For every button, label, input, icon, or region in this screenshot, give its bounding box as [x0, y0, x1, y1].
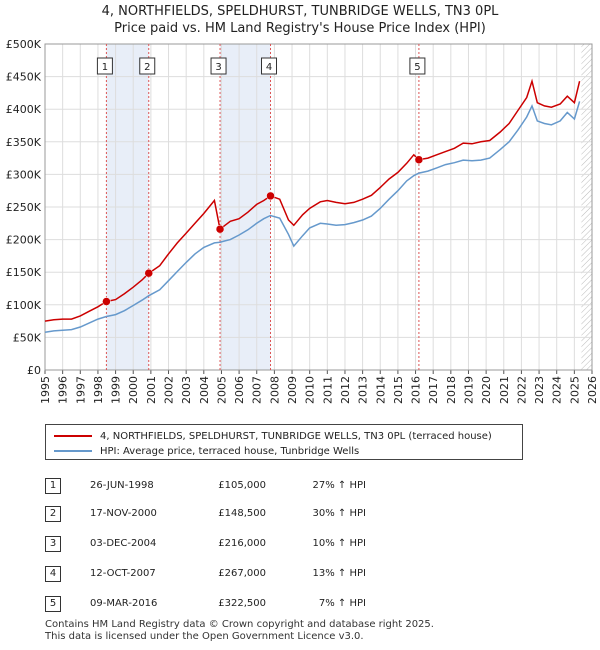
- legend-label-property: 4, NORTHFIELDS, SPELDHURST, TUNBRIDGE WE…: [100, 430, 492, 442]
- x-tick-label: 2018: [445, 376, 458, 404]
- transaction-date: 12-OCT-2007: [90, 568, 156, 579]
- y-tick-label: £350K: [6, 136, 42, 149]
- x-tick-label: 2004: [198, 376, 211, 404]
- x-tick-label: 2015: [392, 376, 405, 404]
- sale-point: [215, 224, 225, 234]
- footer-licence: This data is licensed under the Open Gov…: [45, 631, 364, 642]
- x-tick-label: 2007: [251, 376, 264, 404]
- sale-number-label: 2: [144, 62, 150, 73]
- y-tick-label: £150K: [6, 266, 42, 279]
- x-tick-label: 2014: [374, 376, 387, 404]
- transaction-date: 26-JUN-1998: [90, 480, 154, 491]
- sale-number-label: 5: [414, 62, 420, 73]
- table-row: 5 09-MAR-2016 £322,500 7% ↑ HPI: [45, 596, 445, 612]
- y-tick-label: £450K: [6, 71, 42, 84]
- sale-number-box: [96, 57, 113, 75]
- transaction-hpi: 10% ↑ HPI: [312, 538, 366, 549]
- y-tick-label: £0: [27, 364, 41, 377]
- x-tick-label: 2026: [586, 376, 599, 404]
- transaction-hpi: 13% ↑ HPI: [312, 568, 366, 579]
- x-tick-label: 2011: [321, 376, 334, 404]
- x-tick-label: 2013: [357, 376, 370, 404]
- x-tick-label: 2006: [233, 376, 246, 404]
- sale-point: [414, 155, 424, 164]
- transaction-number: 4: [45, 566, 61, 582]
- x-tick-label: 2000: [127, 376, 140, 404]
- transaction-date: 09-MAR-2016: [90, 598, 158, 609]
- x-tick-label: 2008: [268, 376, 281, 404]
- series-line-property: [44, 78, 581, 322]
- price-chart: 1 2 3 4 5 £0 £50K £100K £150K £200K £250K £300K £35…: [6, 38, 599, 404]
- x-tick-label: 1995: [39, 376, 52, 404]
- x-tick-label: 2001: [145, 376, 158, 404]
- sale-number-box: [210, 57, 227, 75]
- x-tick-label: 2016: [410, 376, 423, 404]
- x-tick-label: 2003: [180, 376, 193, 404]
- sale-number-label: 4: [266, 62, 272, 73]
- table-row: 3 03-DEC-2004 £216,000 10% ↑ HPI: [45, 536, 445, 552]
- transaction-number: 2: [45, 506, 61, 522]
- footer-copyright: Contains HM Land Registry data © Crown c…: [45, 619, 434, 630]
- y-tick-label: £250K: [6, 201, 42, 214]
- y-tick-label: £200K: [6, 234, 42, 247]
- transaction-price: £267,000: [218, 568, 266, 579]
- y-tick-label: £300K: [6, 168, 42, 181]
- transaction-number: 1: [45, 478, 61, 494]
- transaction-price: £322,500: [218, 598, 266, 609]
- sale-point: [266, 191, 275, 201]
- transaction-number: 3: [45, 536, 61, 552]
- plot-border: [44, 43, 593, 371]
- table-row: 1 26-JUN-1998 £105,000 27% ↑ HPI: [45, 478, 445, 494]
- transaction-hpi: 7% ↑ HPI: [318, 598, 366, 609]
- legend: 4, NORTHFIELDS, SPELDHURST, TUNBRIDGE WE…: [45, 424, 523, 460]
- x-tick-label: 2020: [480, 376, 493, 404]
- y-tick-label: £50K: [13, 331, 42, 344]
- x-tick-label: 2024: [551, 376, 564, 404]
- x-tick-label: 2005: [215, 376, 228, 404]
- x-tick-label: 2012: [339, 376, 352, 404]
- series-line-hpi: [44, 101, 581, 333]
- x-tick-label: 1996: [57, 376, 70, 404]
- legend-label-hpi: HPI: Average price, terraced house, Tunb…: [100, 445, 360, 457]
- transaction-price: £148,500: [218, 508, 266, 519]
- transaction-date: 03-DEC-2004: [90, 538, 157, 549]
- table-row: 2 17-NOV-2000 £148,500 30% ↑ HPI: [45, 506, 445, 522]
- chart-title: 4, NORTHFIELDS, SPELDHURST, TUNBRIDGE WE…: [101, 4, 499, 19]
- y-tick-label: £100K: [6, 299, 42, 312]
- x-tick-label: 1999: [110, 376, 123, 404]
- footer: Contains HM Land Registry data © Crown c…: [45, 619, 434, 643]
- x-tick-label: 2010: [304, 376, 317, 404]
- sale-number-label: 1: [102, 62, 108, 73]
- y-tick-label: £400K: [6, 103, 42, 116]
- legend-item-hpi: HPI: Average price, terraced house, Tunb…: [54, 444, 359, 458]
- legend-item-property: 4, NORTHFIELDS, SPELDHURST, TUNBRIDGE WE…: [54, 429, 492, 443]
- y-tick-label: £500K: [6, 38, 42, 51]
- x-tick-label: 2009: [286, 376, 299, 404]
- transaction-price: £216,000: [218, 538, 266, 549]
- table-row: 4 12-OCT-2007 £267,000 13% ↑ HPI: [45, 566, 445, 582]
- x-tick-label: 2022: [515, 376, 528, 404]
- x-tick-label: 1997: [74, 376, 87, 404]
- transaction-hpi: 27% ↑ HPI: [312, 480, 366, 491]
- transaction-date: 17-NOV-2000: [90, 508, 157, 519]
- x-tick-label: 2017: [427, 376, 440, 404]
- legend-swatch-blue: [54, 450, 92, 452]
- x-tick-label: 2023: [533, 376, 546, 404]
- transaction-number: 5: [45, 596, 61, 612]
- sale-point: [144, 268, 154, 278]
- x-tick-label: 1998: [92, 376, 105, 404]
- legend-swatch-red: [54, 435, 92, 437]
- x-tick-label: 2025: [568, 376, 581, 404]
- sale-number-box: [139, 57, 156, 75]
- x-tick-label: 2019: [462, 376, 475, 404]
- chart-subtitle: Price paid vs. HM Land Registry's House …: [114, 21, 486, 36]
- x-tick-label: 2002: [163, 376, 176, 404]
- sale-number-box: [409, 57, 426, 75]
- transaction-hpi: 30% ↑ HPI: [312, 508, 366, 519]
- sale-number-box: [261, 57, 278, 75]
- sale-point: [102, 297, 111, 306]
- sale-number-label: 3: [215, 62, 221, 73]
- transaction-price: £105,000: [218, 480, 266, 491]
- x-tick-label: 2021: [498, 376, 511, 404]
